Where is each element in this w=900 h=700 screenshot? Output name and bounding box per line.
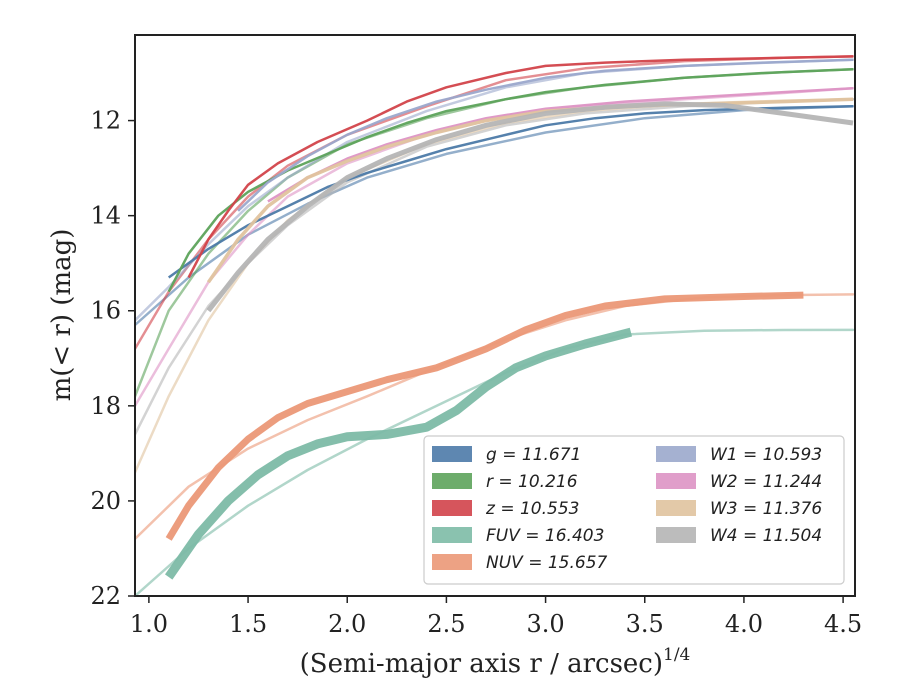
legend-label: NUV = 15.657: [486, 553, 608, 573]
legend-swatch: [432, 554, 472, 570]
x-axis-label: (Semi-major axis r / arcsec)1/4: [300, 645, 691, 679]
y-tick-label: 18: [90, 392, 121, 420]
series-r: [167, 67, 854, 293]
series-nuv: [165, 291, 804, 541]
x-tick-label: 1.0: [130, 610, 168, 638]
series-z: [187, 55, 854, 279]
x-tick-label: 4.5: [824, 610, 862, 638]
legend-swatch: [656, 446, 696, 462]
legend-label: z = 10.553: [485, 499, 579, 519]
model-curve-1: [135, 105, 855, 327]
x-tick-label: 2.0: [328, 610, 366, 638]
legend-label: g = 11.671: [486, 445, 581, 465]
y-tick-label: 16: [90, 297, 121, 325]
x-tick-label: 3.0: [526, 610, 564, 638]
legend-swatch: [656, 527, 696, 543]
legend-label: FUV = 16.403: [486, 526, 604, 546]
y-tick-label: 14: [90, 202, 121, 230]
x-tick-label: 3.5: [626, 610, 664, 638]
y-tick-label: 20: [90, 487, 121, 515]
legend-swatch: [656, 500, 696, 516]
legend-swatch: [656, 473, 696, 489]
x-tick-label: 4.0: [725, 610, 763, 638]
y-axis: 12 14 16 18 20 22: [90, 107, 135, 610]
x-tick-label: 2.5: [427, 610, 465, 638]
legend-label: W4 = 11.504: [710, 526, 822, 546]
legend-label: W1 = 10.593: [710, 445, 822, 465]
series-w4: [206, 101, 854, 313]
y-tick-label: 12: [90, 107, 121, 135]
legend-label: W2 = 11.244: [710, 472, 822, 492]
x-axis-label-exponent: 1/4: [663, 645, 690, 665]
legend-swatch: [432, 527, 472, 543]
legend-swatch: [432, 473, 472, 489]
series-w1: [237, 58, 854, 212]
legend: g = 11.671 r = 10.216 z = 10.553 FUV = 16.4…: [423, 435, 845, 585]
x-tick-label: 1.5: [229, 610, 267, 638]
plot-frame: [134, 34, 856, 597]
series-fuv: [165, 327, 633, 580]
x-axis: 1.0 1.5 2.0 2.5 3.0 3.5 4.0 4.5: [130, 596, 862, 638]
data-series: [165, 55, 854, 580]
model-curve-9: [135, 328, 855, 596]
legend-box: [423, 435, 845, 585]
legend-label: W3 = 11.376: [710, 499, 822, 519]
legend-swatch: [432, 500, 472, 516]
legend-swatch: [432, 446, 472, 462]
legend-label: r = 10.216: [486, 472, 578, 492]
y-axis-label: m(< r) (mag): [47, 229, 77, 402]
series-g: [167, 105, 854, 279]
y-tick-label: 22: [90, 582, 121, 610]
